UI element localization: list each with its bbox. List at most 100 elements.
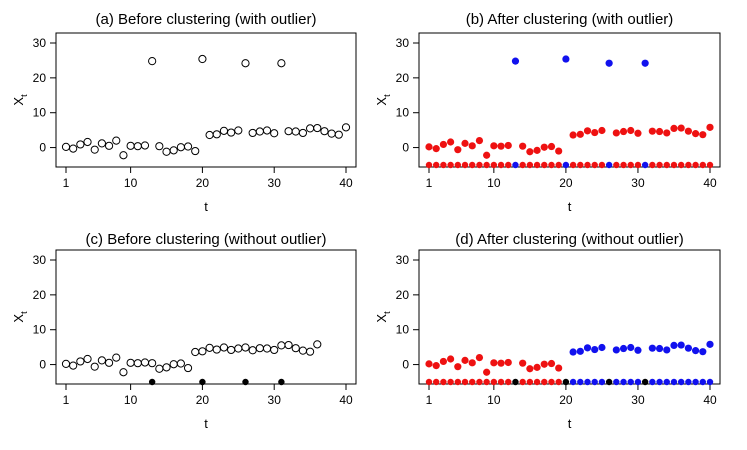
cluster-marker	[641, 161, 649, 169]
x-tick-label: 1	[426, 176, 433, 190]
data-point	[439, 140, 448, 149]
data-point	[341, 123, 351, 132]
x-tick-label: 40	[703, 176, 717, 190]
data-point	[468, 142, 476, 150]
cluster-marker	[627, 378, 634, 386]
cluster-marker	[425, 161, 433, 169]
data-point	[598, 343, 606, 352]
data-point	[104, 141, 114, 150]
plot-frame	[55, 249, 357, 385]
cluster-marker	[469, 161, 476, 169]
data-point	[576, 130, 584, 138]
data-point	[655, 127, 664, 136]
data-point	[663, 129, 671, 137]
data-point	[605, 59, 613, 67]
data-point	[533, 363, 541, 371]
data-point	[511, 57, 520, 65]
cluster-marker	[627, 161, 634, 169]
cluster-marker	[548, 378, 555, 386]
data-point	[655, 344, 664, 353]
data-point	[270, 345, 279, 355]
x-tick-label: 1	[63, 176, 70, 190]
y-tick-label: 0	[39, 141, 46, 155]
data-point	[262, 344, 272, 353]
x-tick-label: 20	[196, 176, 210, 190]
cluster-marker	[699, 378, 706, 386]
data-point	[483, 151, 491, 159]
data-point	[583, 344, 592, 352]
x-tick-label: 10	[124, 176, 138, 190]
cluster-marker	[649, 378, 656, 386]
y-axis-label: Xt	[11, 94, 29, 106]
cluster-marker	[447, 161, 454, 169]
cluster-marker	[555, 161, 562, 169]
data-point	[133, 359, 142, 368]
data-point	[205, 343, 214, 352]
cluster-marker	[562, 161, 570, 169]
data-point	[432, 362, 440, 370]
data-point	[591, 345, 599, 354]
data-point	[212, 345, 221, 354]
data-point	[198, 54, 207, 64]
cluster-marker	[613, 378, 620, 386]
data-point	[227, 345, 236, 355]
data-point	[684, 344, 692, 352]
data-point	[126, 358, 135, 367]
cluster-marker	[447, 378, 454, 386]
data-point	[112, 353, 121, 362]
cluster-marker	[562, 378, 570, 386]
x-tick-label: 1	[63, 393, 70, 407]
removed-outlier-marker	[199, 378, 206, 386]
cluster-marker	[476, 161, 483, 169]
cluster-marker	[620, 378, 627, 386]
cluster-marker	[440, 378, 447, 386]
x-axis-label: t	[568, 199, 572, 214]
data-point	[540, 143, 548, 151]
cluster-marker	[425, 378, 433, 386]
x-tick-label: 1	[426, 393, 433, 407]
data-point	[533, 146, 541, 154]
y-tick-label: 20	[33, 288, 47, 302]
data-point	[699, 348, 707, 356]
cluster-marker	[591, 161, 598, 169]
data-point	[255, 344, 264, 353]
data-point	[677, 341, 685, 349]
data-point	[519, 359, 527, 367]
data-point	[569, 348, 577, 356]
data-point	[119, 368, 128, 377]
cluster-marker	[656, 161, 663, 169]
x-axis-label: t	[568, 416, 572, 431]
cluster-marker	[505, 161, 512, 169]
x-tick-label: 10	[487, 393, 501, 407]
cluster-marker	[577, 378, 584, 386]
data-point	[612, 129, 620, 137]
data-point	[691, 347, 700, 355]
y-tick-label: 30	[33, 36, 47, 50]
chart-title: (d) After clustering (without outlier)	[455, 231, 683, 248]
data-point	[547, 142, 556, 151]
cluster-marker	[483, 378, 490, 386]
cluster-marker	[433, 161, 440, 169]
chart-panel-2: (b) After clustering (with outlier) 1 10 20…	[374, 11, 721, 214]
y-tick-label: 20	[396, 288, 410, 302]
data-point	[306, 347, 315, 356]
y-tick-label: 10	[396, 106, 410, 120]
data-point	[284, 127, 293, 136]
data-point	[212, 130, 221, 139]
data-point	[432, 145, 440, 153]
data-point	[583, 127, 592, 135]
data-point	[191, 146, 200, 156]
data-point	[475, 354, 484, 362]
cluster-marker	[469, 378, 476, 386]
cluster-marker	[663, 161, 670, 169]
data-point	[526, 365, 534, 373]
data-point	[519, 142, 527, 150]
cluster-marker	[512, 161, 519, 169]
removed-outlier-marker	[278, 378, 285, 386]
data-point	[425, 143, 433, 151]
data-point	[227, 128, 236, 137]
x-axis-label: t	[204, 416, 208, 431]
cluster-marker	[685, 161, 692, 169]
data-point	[447, 355, 455, 363]
removed-outlier-marker	[242, 378, 249, 386]
